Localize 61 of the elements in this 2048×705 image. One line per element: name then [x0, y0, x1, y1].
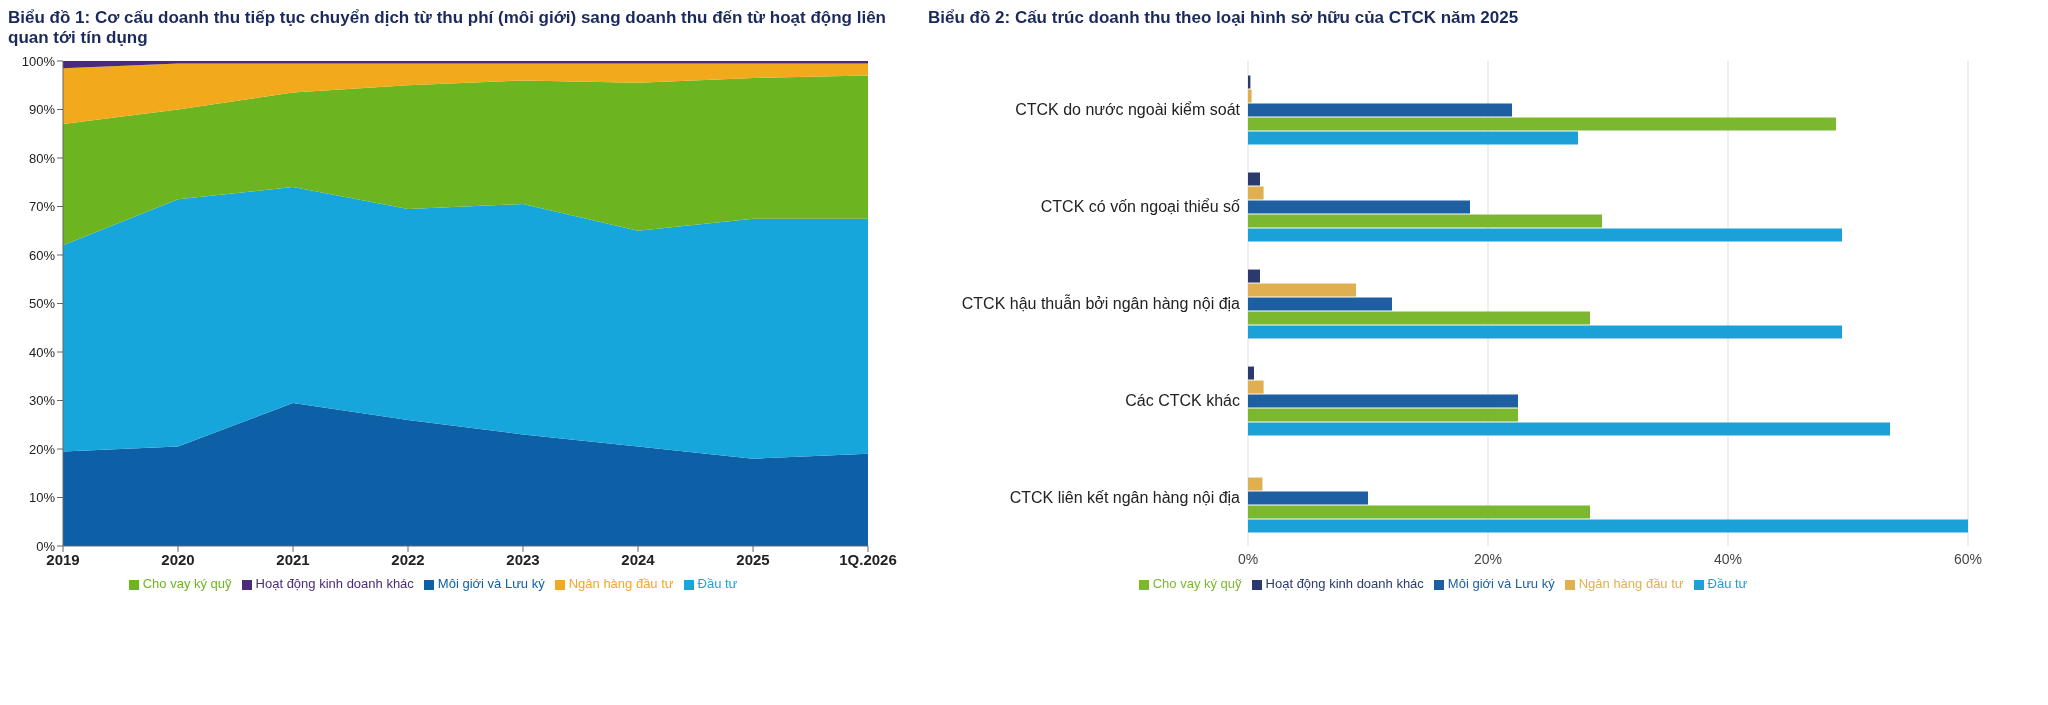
- bar: [1248, 117, 1836, 131]
- legend-label: Cho vay ký quỹ: [1152, 576, 1242, 591]
- y-tick-label: 80%: [28, 150, 56, 166]
- bar: [1248, 394, 1518, 408]
- legend-label: Ngân hàng đầu tư: [568, 576, 674, 591]
- x-tick-label: 20%: [1473, 550, 1503, 567]
- y-tick-label: Các CTCK khác: [1125, 392, 1240, 410]
- legend-label: Hoạt động kinh doanh khác: [255, 576, 414, 591]
- x-tick-label: 2021: [276, 550, 310, 568]
- bar: [1248, 103, 1512, 117]
- bar: [1248, 131, 1578, 145]
- x-tick-label: 2023: [506, 550, 540, 568]
- bar: [1248, 172, 1260, 186]
- legend-label: Môi giới và Lưu ký: [1447, 576, 1555, 591]
- y-tick-label: 20%: [28, 441, 56, 457]
- y-tick-label: 50%: [28, 296, 56, 312]
- bar: [1248, 200, 1470, 214]
- y-tick-label: 60%: [28, 247, 56, 263]
- chart-title: Biểu đồ 2: Cấu trúc doanh thu theo loại hình sở hữu của CTCK năm 2025: [928, 8, 1520, 29]
- bar: [1248, 186, 1264, 200]
- bar: [1248, 491, 1368, 505]
- bar: [1248, 519, 1968, 533]
- x-tick-label: 40%: [1713, 550, 1743, 567]
- x-tick-label: 60%: [1953, 550, 1983, 567]
- legend-label: Cho vay ký quỹ: [142, 576, 232, 591]
- legend-label: Đầu tư: [1707, 576, 1748, 591]
- bar: [1248, 297, 1392, 311]
- x-tick-label: 0%: [1237, 550, 1259, 567]
- bar: [1248, 89, 1252, 103]
- x-tick-label: 2022: [391, 550, 425, 568]
- y-tick-label: CTCK hậu thuẫn bởi ngân hàng nội địa: [961, 294, 1241, 313]
- bar: [1248, 325, 1842, 339]
- bar: [1248, 380, 1264, 394]
- legend-label: Hoạt động kinh doanh khác: [1265, 576, 1424, 591]
- bar: [1248, 214, 1602, 228]
- bar: [1248, 283, 1356, 297]
- chart-title: Biểu đồ 1: Cơ cấu doanh thu tiếp tục chuyển dịch từ thu phí (môi giới) sang doanh thu đến từ hoạt động liên quan tới tín dụng: [8, 8, 887, 49]
- bar: [1248, 422, 1890, 436]
- bar: [1248, 505, 1590, 519]
- y-tick-label: 40%: [28, 344, 56, 360]
- x-tick-label: 1Q.2026: [839, 550, 897, 568]
- y-tick-label: CTCK liên kết ngân hàng nội địa: [1009, 489, 1241, 507]
- y-tick-label: CTCK có vốn ngoại thiểu số: [1040, 198, 1241, 216]
- y-tick-label: 10%: [28, 490, 56, 506]
- bar: [1248, 311, 1590, 325]
- bar: [1248, 477, 1263, 491]
- y-tick-label: 30%: [28, 393, 56, 409]
- x-tick-label: 2025: [736, 550, 770, 568]
- legend-label: Đầu tư: [697, 576, 738, 591]
- legend-label: Ngân hàng đầu tư: [1578, 576, 1684, 591]
- bar: [1248, 408, 1518, 422]
- y-tick-label: 90%: [28, 102, 56, 118]
- bar: [1248, 228, 1842, 242]
- x-tick-label: 2024: [621, 550, 656, 568]
- bar: [1248, 269, 1260, 283]
- y-tick-label: 70%: [28, 199, 56, 215]
- bar: [1248, 366, 1254, 380]
- x-tick-label: 2020: [161, 550, 195, 568]
- y-tick-label: 100%: [21, 53, 56, 69]
- legend-label: Môi giới và Lưu ký: [437, 576, 545, 591]
- y-tick-label: CTCK do nước ngoài kiểm soát: [1015, 101, 1241, 119]
